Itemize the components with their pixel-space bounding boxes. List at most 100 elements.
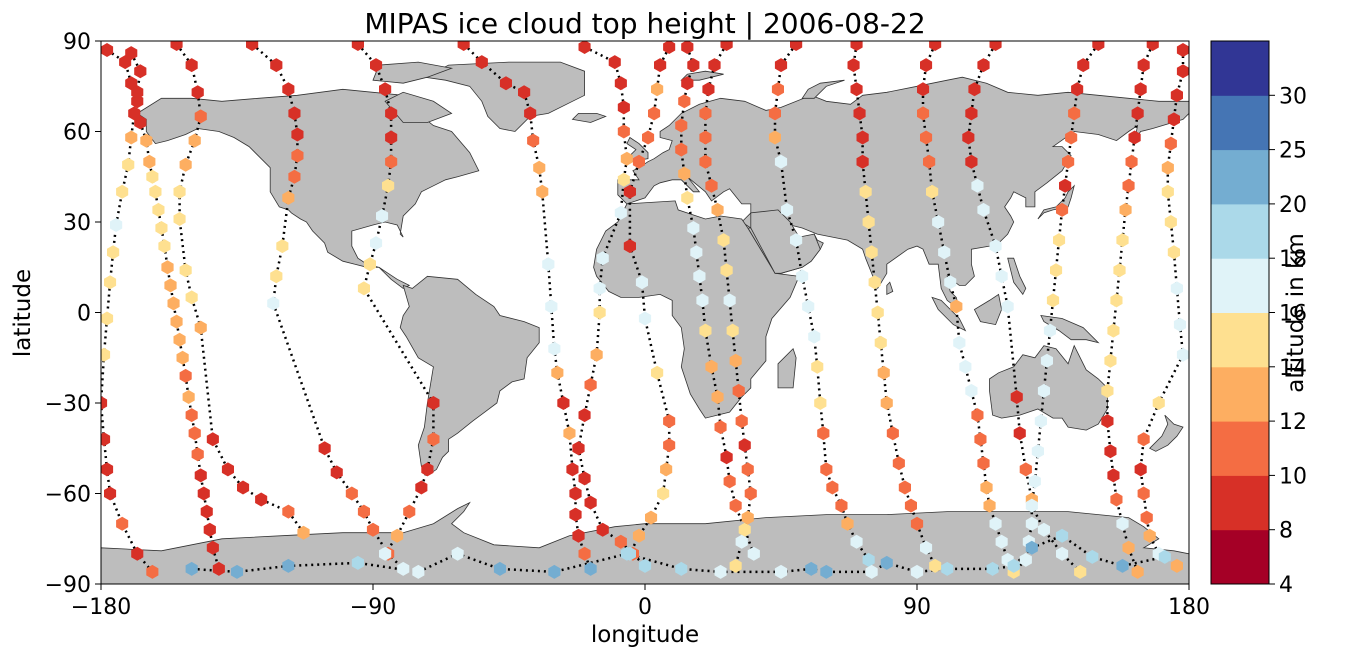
y-tick-label: −90: [45, 573, 91, 598]
data-point-11-19: [850, 534, 863, 549]
data-point-18-8: [548, 564, 561, 579]
data-point-5-16: [403, 504, 416, 519]
data-point-10-16: [738, 438, 751, 453]
chart-title: MIPAS ice cloud top height | 2006-08-22: [364, 7, 925, 40]
data-point-12-9: [865, 245, 878, 260]
data-point-5-17: [391, 528, 404, 543]
x-tick-label: 0: [638, 595, 652, 620]
data-point-3-13: [221, 462, 234, 477]
data-point-9-19: [729, 498, 742, 513]
data-point-10-18: [744, 486, 757, 501]
data-point-17-18: [1143, 528, 1156, 543]
y-tick-label: −60: [45, 483, 91, 508]
data-point-4-9: [276, 239, 289, 254]
data-point-14-12: [1010, 390, 1023, 404]
data-point-10-7: [705, 178, 718, 193]
data-point-1-17: [173, 332, 186, 347]
data-point-2-10: [104, 275, 117, 290]
data-point-2-9: [107, 245, 120, 260]
data-point-5-13: [427, 432, 440, 447]
island-madagascar: [777, 347, 797, 389]
data-point-17-20: [1170, 558, 1183, 573]
data-point-9-4: [678, 94, 691, 109]
data-point-17-11: [1173, 317, 1186, 332]
data-point-2-8: [110, 218, 123, 232]
data-point-3-2: [185, 58, 198, 73]
data-point-10-12: [726, 323, 739, 338]
data-point-12-19: [910, 516, 924, 531]
island-novaya-zemlya: [801, 79, 845, 99]
colorbar-tick-label: 30: [1279, 84, 1307, 109]
data-point-16-3: [1134, 82, 1147, 97]
data-point-9-18: [723, 474, 736, 489]
data-point-4-14: [345, 486, 358, 501]
data-point-2-12: [101, 347, 111, 362]
data-point-13-10: [944, 275, 957, 290]
data-point-12-17: [898, 480, 911, 495]
data-point-11-10: [802, 299, 815, 314]
data-point-4-8: [282, 190, 295, 205]
data-point-12-20: [920, 540, 933, 555]
data-point-8-1: [663, 41, 676, 54]
data-point-1-29: [212, 561, 225, 576]
data-point-9-13: [699, 323, 712, 338]
data-point-15-1: [1092, 41, 1105, 51]
data-point-7-7: [617, 172, 630, 187]
data-point-15-19: [1037, 522, 1050, 537]
data-point-7-15: [572, 441, 585, 456]
data-point-18-20: [1007, 558, 1020, 573]
data-point-5-14: [421, 462, 434, 477]
data-point-14-1: [989, 41, 1002, 51]
data-point-15-6: [1062, 154, 1075, 169]
data-point-4-11: [267, 296, 280, 311]
orbit-track-9: [680, 46, 755, 555]
data-point-1-1: [101, 43, 114, 57]
data-point-10-5: [699, 130, 712, 145]
data-point-14-18: [1019, 552, 1032, 567]
data-point-16-2: [1137, 58, 1150, 73]
data-point-12-16: [892, 456, 905, 471]
data-point-16-21: [1131, 564, 1144, 579]
data-point-3-7: [173, 184, 186, 199]
data-point-11-11: [808, 329, 821, 344]
data-point-17-12: [1176, 347, 1189, 362]
data-point-1-14: [164, 278, 177, 293]
data-point-3-6: [179, 157, 192, 172]
data-point-9-17: [720, 450, 733, 465]
data-point-1-6: [140, 133, 153, 148]
data-point-5-10: [363, 257, 376, 272]
data-point-18-25: [1158, 549, 1171, 564]
data-point-8-15: [657, 486, 670, 501]
data-point-6-19: [578, 546, 591, 561]
data-point-13-21: [995, 534, 1008, 549]
data-point-7-14: [578, 408, 591, 423]
data-point-18-12: [774, 564, 788, 579]
data-point-1-25: [197, 486, 210, 501]
data-point-11-8: [790, 233, 803, 248]
data-point-13-16: [974, 432, 987, 447]
data-point-8-17: [632, 528, 645, 543]
data-point-18-11: [714, 564, 727, 579]
data-point-16-15: [1101, 414, 1114, 429]
data-point-9-8: [681, 190, 694, 205]
data-point-16-11: [1110, 293, 1123, 308]
data-point-1-4: [131, 94, 144, 109]
data-point-3-9: [179, 263, 192, 278]
data-point-12-4: [853, 106, 866, 121]
data-point-18-16: [880, 555, 893, 570]
data-point-4-7: [288, 169, 301, 184]
data-point-13-15: [971, 408, 984, 423]
data-point-16-10: [1113, 263, 1126, 278]
data-point-7-11: [593, 305, 606, 320]
data-point-2-13: [101, 396, 108, 410]
data-point-15-14: [1037, 383, 1050, 398]
data-point-8-8: [623, 239, 636, 254]
data-point-16-1: [1146, 41, 1159, 51]
data-point-18-13: [805, 561, 818, 576]
data-point-16-8: [1119, 202, 1132, 217]
data-point-9-20: [738, 522, 751, 537]
data-point-9-2: [687, 58, 700, 73]
data-point-17-3: [1170, 88, 1183, 103]
data-point-2-16: [104, 486, 117, 501]
data-point-6-11: [548, 341, 561, 356]
